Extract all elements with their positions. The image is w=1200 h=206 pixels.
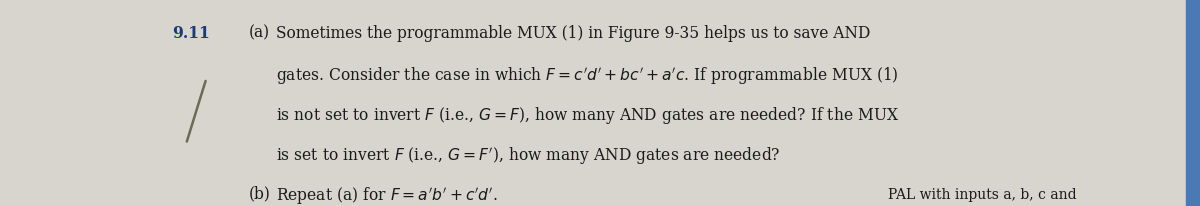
- Text: Sometimes the programmable MUX (1) in Figure 9-35 helps us to save AND: Sometimes the programmable MUX (1) in Fi…: [276, 25, 870, 42]
- Text: PAL with inputs a, b, c and: PAL with inputs a, b, c and: [888, 188, 1076, 202]
- Text: is set to invert $F$ (i.e., $G = F'$), how many AND gates are needed?: is set to invert $F$ (i.e., $G = F'$), h…: [276, 145, 781, 166]
- Text: Repeat (a) for $F = a'b' + c'd'$.: Repeat (a) for $F = a'b' + c'd'$.: [276, 185, 498, 206]
- Bar: [1186, 0, 1200, 206]
- Text: (b): (b): [248, 185, 270, 202]
- Text: is not set to invert $F$ (i.e., $G = F$), how many AND gates are needed? If the : is not set to invert $F$ (i.e., $G = F$)…: [276, 105, 899, 126]
- Text: 9.11: 9.11: [173, 25, 210, 42]
- Text: gates. Consider the case in which $F = c'd' + bc' + a'c$. If programmable MUX (1: gates. Consider the case in which $F = c…: [276, 65, 899, 86]
- Text: (a): (a): [248, 25, 270, 42]
